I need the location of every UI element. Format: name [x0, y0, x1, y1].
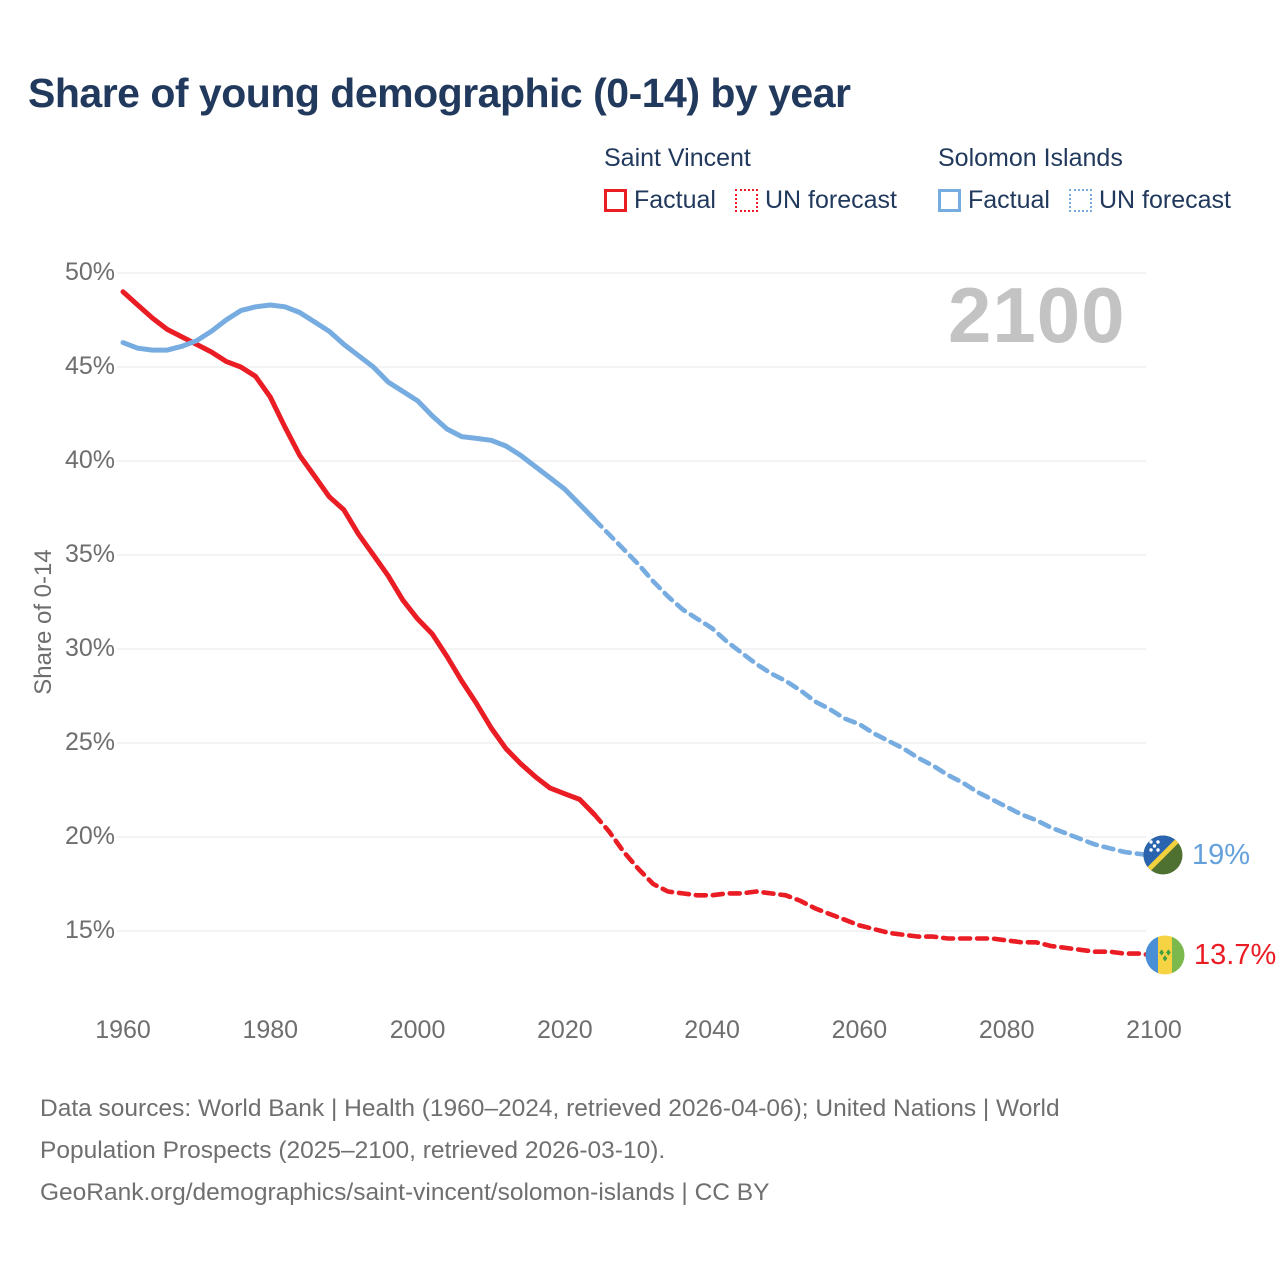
end-label-solomon-islands: 19%: [1192, 839, 1251, 871]
legend-swatch-dotted-blue-icon: [1068, 189, 1092, 212]
y-tick-label: 50%: [64, 258, 115, 286]
legend-swatch-solid-blue-icon: [938, 189, 961, 212]
source-line-2: Population Prospects (2025–2100, retriev…: [40, 1137, 666, 1164]
solomon-islands-flag-icon: [1143, 835, 1183, 875]
legend-row: Factual UN forecast: [938, 186, 1231, 215]
legend-item-saint-vincent-factual[interactable]: Factual: [604, 186, 716, 215]
y-tick-label: 30%: [64, 634, 115, 662]
legend-swatch-solid-red-icon: [604, 189, 627, 212]
legend-item-label: Factual: [634, 186, 716, 214]
y-tick-label: 15%: [64, 916, 115, 944]
legend-item-label: UN forecast: [1098, 186, 1231, 214]
y-tick-label: 20%: [64, 822, 115, 850]
y-tick-label: 35%: [64, 540, 115, 568]
x-tick-label: 2100: [1126, 1016, 1182, 1044]
legend-group-title: Solomon Islands: [938, 144, 1123, 172]
legend-item-label: UN forecast: [764, 186, 897, 214]
legend-group-saint-vincent: Saint Vincent Factual UN forecast: [604, 144, 897, 215]
legend-row: Factual UN forecast: [604, 186, 897, 215]
legend-group-title: Saint Vincent: [604, 144, 751, 172]
x-tick-label: 2080: [978, 1016, 1035, 1044]
legend-item-saint-vincent-forecast[interactable]: UN forecast: [734, 186, 897, 215]
x-tick-label: 2000: [389, 1016, 446, 1044]
saint-vincent-flag-icon: [1145, 935, 1185, 975]
series-saint-vincent-factual: [120, 289, 597, 817]
legend-swatch-dotted-red-icon: [734, 189, 758, 212]
x-tick-label: 1960: [95, 1016, 151, 1044]
x-tick-label: 2020: [537, 1016, 593, 1044]
watermark-year: 2100: [948, 271, 1126, 359]
series-solomon-islands-forecast: [592, 517, 1157, 859]
series-solomon-islands-factual: [120, 302, 597, 522]
legend-item-label: Factual: [968, 186, 1050, 214]
series-saint-vincent-forecast: [592, 812, 1157, 958]
legend-group-solomon-islands: Solomon Islands Factual UN forecast: [938, 144, 1231, 215]
y-tick-label: 45%: [64, 352, 115, 380]
page-title: Share of young demographic (0-14) by yea…: [28, 70, 851, 116]
x-tick-label: 2060: [831, 1016, 888, 1044]
y-tick-label: 25%: [64, 728, 115, 756]
x-tick-label: 1980: [242, 1016, 299, 1044]
x-tick-label: 2040: [684, 1016, 740, 1044]
data-source-note: Data sources: World Bank | Health (1960–…: [40, 1088, 1060, 1214]
source-line-3: GeoRank.org/demographics/saint-vincent/s…: [40, 1179, 770, 1206]
y-axis-title: Share of 0-14: [30, 549, 57, 695]
y-tick-label: 40%: [64, 446, 115, 474]
legend-item-solomon-islands-forecast[interactable]: UN forecast: [1068, 186, 1231, 215]
legend-item-solomon-islands-factual[interactable]: Factual: [938, 186, 1050, 215]
source-line-1: Data sources: World Bank | Health (1960–…: [40, 1095, 1060, 1122]
end-label-saint-vincent: 13.7%: [1194, 939, 1277, 971]
